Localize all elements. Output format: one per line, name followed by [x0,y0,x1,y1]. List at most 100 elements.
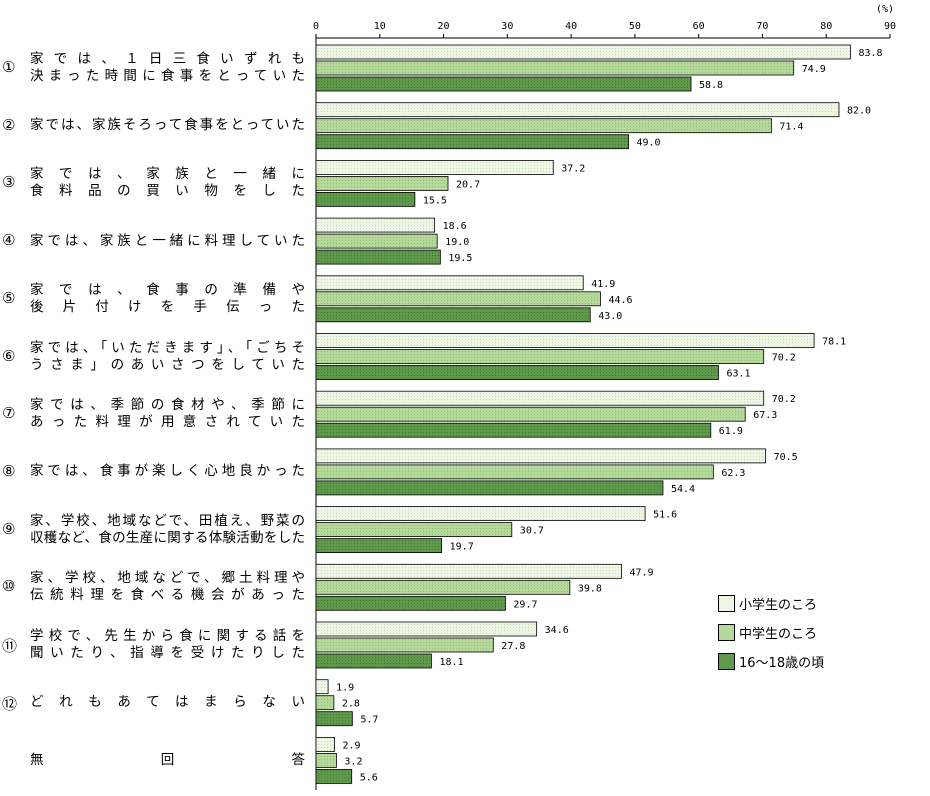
category-label-line: 家では、食事の準備や [30,281,305,298]
legend-item: 中学生のころ [718,621,824,644]
data-label: 70.2 [772,353,796,364]
category-label: 学校で、先生から食に関する話を 聞いたり、指導を受けたりした [30,628,305,662]
bar [315,406,746,422]
data-label: 18.1 [439,657,463,668]
category-label-line: どれもあてはまらない [30,694,305,711]
bar [315,349,765,364]
bar [315,621,538,637]
category-number: ⑪ [2,637,18,655]
category-number: ③ [2,173,16,192]
data-label: 62.3 [721,468,745,479]
bar [315,464,714,480]
x-tick-label: 10 [374,21,386,32]
bar [315,365,719,380]
data-label: 2.9 [342,740,360,751]
data-label: 78.1 [822,337,846,348]
category-number: ⑨ [2,519,16,538]
category-number: ⑧ [2,461,16,480]
x-tick-label: 0 [313,21,319,32]
data-label: 19.0 [445,237,469,248]
legend-item: 小学生のころ [718,592,824,615]
bar [315,695,335,711]
bar [315,653,432,669]
category-label-line: 家では、食事が楽しく心地良かった [30,463,305,480]
data-label: 15.5 [423,195,447,206]
data-label: 19.5 [448,253,472,264]
data-label: 18.6 [443,221,467,232]
category-label-line: うさま」のあいさつをしていた [30,356,305,373]
data-label: 29.7 [513,599,537,610]
bar [315,233,438,249]
x-tick-label: 70 [756,21,768,32]
legend-item: 16～18歳の頃 [718,650,824,673]
bar [315,275,584,291]
data-label: 44.6 [608,295,632,306]
x-tick-label: 80 [820,21,832,32]
category-number: ⑦ [2,404,16,423]
bar [315,307,591,323]
data-label: 70.2 [772,394,796,405]
data-label: 74.9 [802,64,826,75]
bar [315,217,436,233]
data-label: 51.6 [653,510,677,521]
data-label: 34.6 [545,625,569,636]
bar [315,390,765,406]
category-label: どれもあてはまらない [30,694,305,711]
category-label-line: 家では、家族そろって食事をとっていた [30,117,305,134]
category-label-line: 食料品の買い物をした [30,183,305,200]
data-label: 2.8 [342,699,360,710]
data-label: 39.8 [578,583,602,594]
category-label: 家では、家族と一緒に料理していた [30,233,305,250]
bar [315,753,337,768]
category-number: ⑥ [2,346,16,365]
category-label: 家では、家族そろって食事をとっていた [30,117,305,134]
data-label: 63.1 [726,369,750,380]
bar [315,522,513,537]
category-label-line: 家では、「いただきます」、「ごちそ [30,339,305,356]
bar [315,637,494,653]
bar [315,102,840,118]
category-label: 家では、家族と一緒に 食料品の買い物をした [30,166,305,200]
bar [315,769,353,784]
category-number: ⑩ [2,577,16,596]
data-label: 47.9 [629,567,653,578]
category-label-line: 家では、１日三食いずれも [30,51,305,67]
bar [315,448,767,464]
data-label: 3.2 [344,756,362,767]
bar [315,538,443,553]
data-label: 20.7 [456,179,480,190]
category-label-line: 学校で、先生から食に関する話を [30,628,305,644]
bar [315,291,601,307]
data-label: 58.8 [699,80,723,91]
category-label: 家、学校、地域などで、郷土料理や 伝統料理を食べる機会があった [30,570,305,604]
data-label: 43.0 [598,311,622,322]
legend-swatch [718,624,735,641]
bar [315,76,692,92]
bar [315,191,416,207]
bar [315,249,441,265]
category-number: ⑫ [2,694,18,713]
category-label: 家では、食事が楽しく心地良かった [30,463,305,480]
legend-label: 中学生のころ [739,627,818,642]
category-label-line: 後片付けを手伝った [30,298,305,315]
data-label: 5.6 [360,772,378,783]
bar [315,711,353,727]
x-tick-label: 20 [438,21,450,32]
data-label: 61.9 [719,426,743,437]
bar [315,422,712,438]
category-label: 家では、「いただきます」、「ごちそ うさま」のあいさつをしていた [30,340,305,374]
bar [315,134,629,150]
legend-label: 小学生のころ [739,598,818,613]
legend-swatch [718,595,735,612]
category-label-line: あった料理が用意されていた [30,414,305,431]
data-label: 37.2 [561,163,585,174]
category-label-line: 無回答 [30,751,305,768]
x-tick-label: 50 [629,21,641,32]
x-tick-label: 90 [884,21,896,32]
bar [315,563,622,579]
x-tick-label: 30 [501,21,513,32]
bar [315,333,815,348]
bar [315,595,506,611]
bar [315,579,571,595]
